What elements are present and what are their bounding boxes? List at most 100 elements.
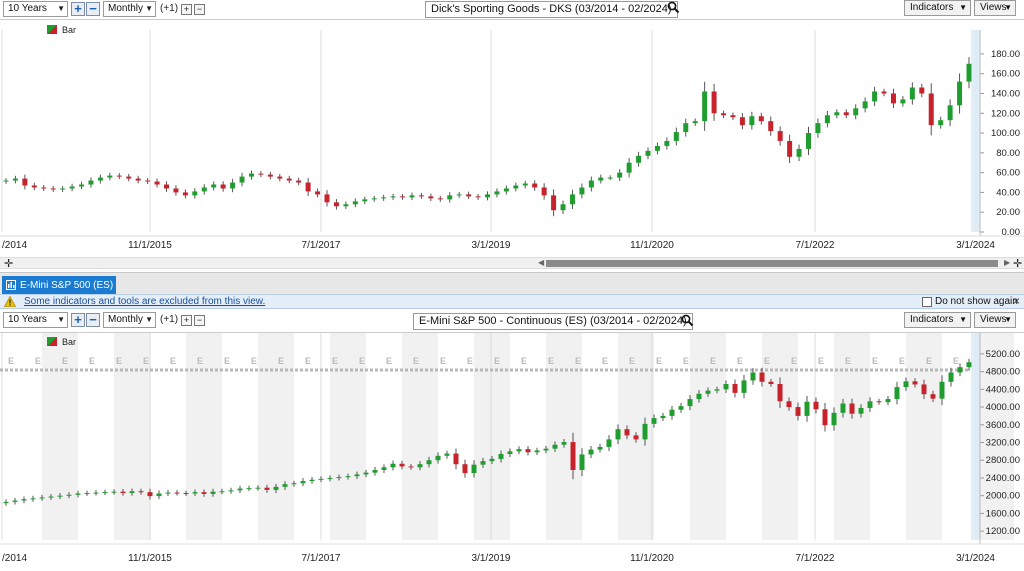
candle-body[interactable] [532, 183, 538, 188]
candle-body[interactable] [333, 202, 339, 207]
candle-body[interactable] [645, 150, 651, 156]
candle-body[interactable] [305, 182, 311, 192]
candle-body[interactable] [352, 201, 358, 205]
candle-body[interactable] [428, 196, 434, 199]
event-marker-e[interactable]: E [602, 356, 608, 366]
candle-body[interactable] [552, 444, 558, 449]
candle-body[interactable] [426, 460, 432, 465]
candle-body[interactable] [885, 399, 891, 403]
candle-body[interactable] [210, 491, 216, 494]
candle-body[interactable] [173, 188, 179, 193]
candle-body[interactable] [705, 390, 711, 394]
bottom-zoom-in-button[interactable]: + [71, 313, 85, 327]
candle-body[interactable] [237, 488, 243, 491]
candle-body[interactable] [3, 501, 9, 504]
candle-body[interactable] [102, 492, 108, 494]
event-marker-e[interactable]: E [332, 356, 338, 366]
candle-body[interactable] [947, 105, 953, 121]
candle-body[interactable] [617, 172, 623, 178]
candle-body[interactable] [633, 435, 639, 440]
candle-body[interactable] [230, 182, 236, 189]
candle-body[interactable] [948, 372, 954, 382]
candle-body[interactable] [3, 180, 9, 182]
candle-body[interactable] [79, 184, 85, 187]
candle-body[interactable] [831, 412, 837, 426]
offset-plus-button[interactable]: + [181, 4, 192, 15]
event-marker-e[interactable]: E [494, 356, 500, 366]
candle-body[interactable] [588, 449, 594, 455]
candle-body[interactable] [938, 120, 944, 126]
event-marker-e[interactable]: E [35, 356, 41, 366]
candle-body[interactable] [201, 187, 207, 192]
candle-body[interactable] [806, 133, 811, 149]
bottom-indicators-button[interactable]: Indicators ▼ [904, 312, 971, 328]
candle-body[interactable] [145, 180, 151, 182]
candle-body[interactable] [626, 162, 632, 173]
candle-body[interactable] [966, 63, 972, 82]
event-marker-e[interactable]: E [62, 356, 68, 366]
top-horizontal-scrollbar[interactable]: ✛ ◀ ▶ ✛ [0, 257, 1024, 270]
pan-icon-right[interactable]: ✛ [1013, 258, 1023, 270]
candle-body[interactable] [418, 195, 424, 197]
candle-body[interactable] [21, 499, 27, 501]
candle-body[interactable] [759, 372, 765, 382]
event-marker-e[interactable]: E [89, 356, 95, 366]
candle-body[interactable] [579, 187, 585, 195]
candle-body[interactable] [966, 362, 972, 368]
do-not-show-checkbox[interactable] [922, 297, 932, 307]
event-marker-e[interactable]: E [224, 356, 230, 366]
candle-body[interactable] [60, 188, 66, 190]
bottom-interval-select[interactable]: Monthly ▼ [103, 312, 156, 328]
candle-body[interactable] [678, 406, 684, 410]
candle-body[interactable] [41, 187, 47, 189]
candle-body[interactable] [597, 446, 603, 450]
candle-body[interactable] [246, 488, 252, 490]
candle-body[interactable] [57, 495, 63, 497]
candle-body[interactable] [111, 491, 117, 493]
candle-body[interactable] [286, 178, 292, 181]
candle-body[interactable] [248, 173, 254, 177]
candle-body[interactable] [909, 87, 915, 100]
candle-body[interactable] [651, 418, 657, 424]
candle-body[interactable] [494, 191, 500, 195]
candle-body[interactable] [570, 442, 576, 470]
candle-body[interactable] [741, 380, 747, 393]
candle-body[interactable] [408, 466, 414, 468]
event-marker-e[interactable]: E [575, 356, 581, 366]
candle-body[interactable] [400, 196, 406, 198]
scroll-left-arrow[interactable]: ◀ [538, 258, 545, 267]
event-marker-e[interactable]: E [305, 356, 311, 366]
candle-body[interactable] [84, 493, 90, 495]
candle-body[interactable] [840, 403, 846, 413]
candle-body[interactable] [336, 477, 342, 479]
candle-body[interactable] [69, 186, 75, 189]
top-range-select[interactable]: 10 Years ▼ [3, 1, 68, 17]
candle-body[interactable] [239, 176, 245, 183]
candle-body[interactable] [692, 121, 698, 124]
candle-body[interactable] [822, 409, 828, 426]
candle-body[interactable] [39, 497, 45, 499]
candle-body[interactable] [228, 490, 234, 492]
candle-body[interactable] [437, 198, 443, 200]
event-marker-e[interactable]: E [818, 356, 824, 366]
candle-body[interactable] [93, 492, 99, 494]
scroll-right-arrow[interactable]: ▶ [1004, 258, 1011, 267]
candle-body[interactable] [654, 145, 660, 151]
candle-body[interactable] [739, 117, 745, 126]
candle-body[interactable] [957, 367, 963, 373]
candle-body[interactable] [503, 188, 509, 192]
candle-body[interactable] [48, 496, 54, 498]
candle-body[interactable] [768, 381, 774, 384]
candle-body[interactable] [390, 463, 396, 468]
candle-body[interactable] [730, 115, 736, 118]
candle-body[interactable] [919, 87, 925, 94]
candle-body[interactable] [489, 458, 495, 462]
top-symbol-title[interactable]: Dick's Sporting Goods - DKS (03/2014 - 0… [425, 1, 678, 18]
candle-body[interactable] [192, 492, 198, 494]
candle-body[interactable] [750, 372, 756, 381]
candle-body[interactable] [282, 484, 288, 487]
candle-body[interactable] [75, 493, 81, 495]
candle-body[interactable] [471, 464, 477, 474]
candle-body[interactable] [417, 464, 423, 468]
candle-body[interactable] [615, 429, 621, 440]
